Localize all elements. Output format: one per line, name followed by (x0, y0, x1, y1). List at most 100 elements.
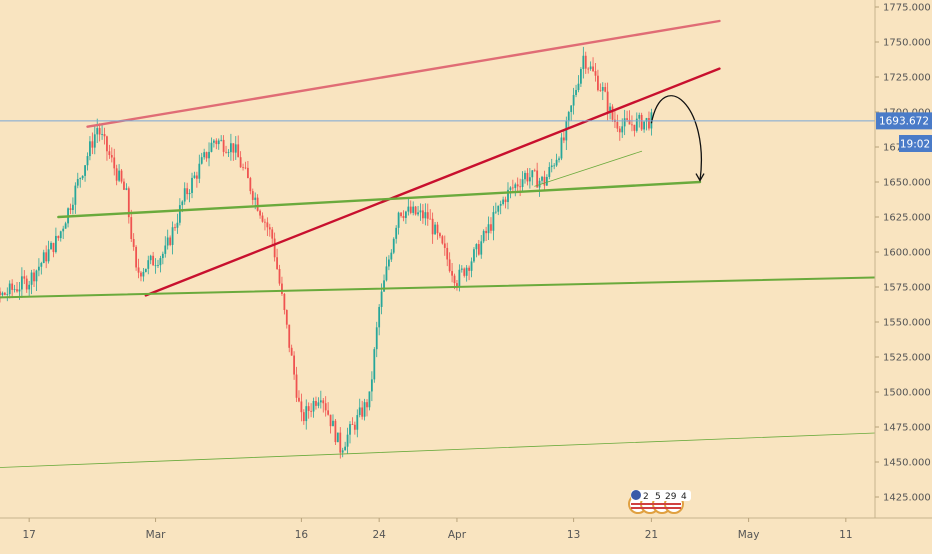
candle (604, 82, 607, 93)
candle (463, 267, 466, 278)
candle (203, 148, 206, 160)
candle (351, 417, 354, 425)
candle (582, 46, 585, 79)
candle (222, 135, 225, 157)
candle (519, 178, 522, 197)
candle (548, 162, 551, 180)
candle (555, 153, 558, 167)
candle (324, 396, 327, 417)
ann-green-support-long[interactable] (0, 276, 886, 299)
candle (623, 109, 626, 136)
candle (424, 203, 427, 226)
ann-green-support-upper[interactable] (57, 180, 702, 219)
candle (446, 242, 449, 267)
candle (315, 396, 317, 410)
candle (47, 240, 50, 264)
candle (8, 280, 11, 299)
y-tick-label: 1600.000 (883, 248, 931, 259)
candle (33, 268, 35, 288)
candle (545, 174, 548, 186)
candle (271, 226, 274, 247)
candle (123, 178, 125, 191)
candle (405, 210, 407, 224)
candle (336, 432, 339, 443)
candle (363, 398, 366, 421)
candle (208, 142, 210, 167)
y-tick-label: 1500.000 (883, 388, 931, 399)
candle (57, 235, 60, 241)
candle (565, 116, 568, 151)
candle (575, 84, 577, 98)
y-tick-label: 1450.000 (883, 458, 931, 469)
candle (62, 225, 65, 240)
x-tick-label: Apr (448, 529, 467, 541)
ann-thin-mid-line[interactable] (534, 150, 643, 187)
y-tick-label: 1750.000 (883, 38, 931, 49)
candle (327, 402, 330, 416)
candle (511, 179, 514, 193)
candle (242, 163, 244, 171)
candle (616, 114, 619, 132)
candle (220, 135, 223, 142)
candle (541, 175, 543, 184)
candle (429, 209, 432, 220)
candle (6, 287, 9, 302)
ann-thin-lower-line[interactable] (0, 432, 886, 469)
candle (52, 242, 55, 258)
candle (521, 171, 524, 192)
current-price-badge: 1693.672 (876, 112, 932, 130)
ann-red-trendline[interactable] (144, 67, 721, 297)
y-axis-ticks: 1775.0001750.0001725.0001700.0001675.000… (875, 3, 931, 504)
candle (285, 309, 288, 329)
candle (570, 104, 573, 121)
candle (84, 164, 86, 182)
candle (528, 168, 531, 189)
candle (20, 267, 23, 298)
candle (412, 201, 415, 216)
arrow-head-icon (695, 173, 705, 182)
candle (436, 221, 439, 240)
candle (400, 211, 402, 218)
countdown-badge: 19:02 (899, 135, 932, 152)
ann-upper-pink-channel[interactable] (86, 19, 721, 128)
candle (159, 255, 162, 273)
candle (643, 121, 645, 133)
candle (76, 172, 79, 189)
y-tick-label: 1550.000 (883, 318, 931, 329)
events-badge[interactable]: 2 5 29 4 (628, 490, 691, 514)
candle (215, 138, 218, 150)
candle (419, 203, 422, 221)
candle (358, 398, 361, 418)
candle (147, 255, 150, 275)
candle (169, 235, 172, 247)
candle (72, 197, 74, 215)
candle (200, 152, 203, 165)
candle (356, 409, 359, 438)
candle (587, 67, 590, 74)
candle (580, 67, 582, 87)
candle (268, 223, 271, 237)
candle (264, 218, 266, 231)
candle (25, 275, 28, 293)
candle (276, 248, 278, 271)
candle (378, 304, 381, 336)
trendlines[interactable] (0, 19, 886, 469)
candle (317, 397, 320, 409)
candle (631, 115, 633, 132)
candle (140, 271, 142, 282)
y-axis-panel[interactable] (875, 0, 932, 550)
candle (278, 264, 281, 286)
projection-curve[interactable] (650, 95, 702, 181)
candle (439, 232, 441, 239)
candle (149, 254, 152, 265)
projection-arrow[interactable] (650, 95, 705, 182)
candle (293, 351, 295, 380)
candle (193, 171, 196, 179)
candle (589, 61, 592, 71)
candle (414, 205, 417, 216)
candle (101, 125, 103, 140)
candle (451, 263, 453, 283)
candle (176, 213, 179, 234)
